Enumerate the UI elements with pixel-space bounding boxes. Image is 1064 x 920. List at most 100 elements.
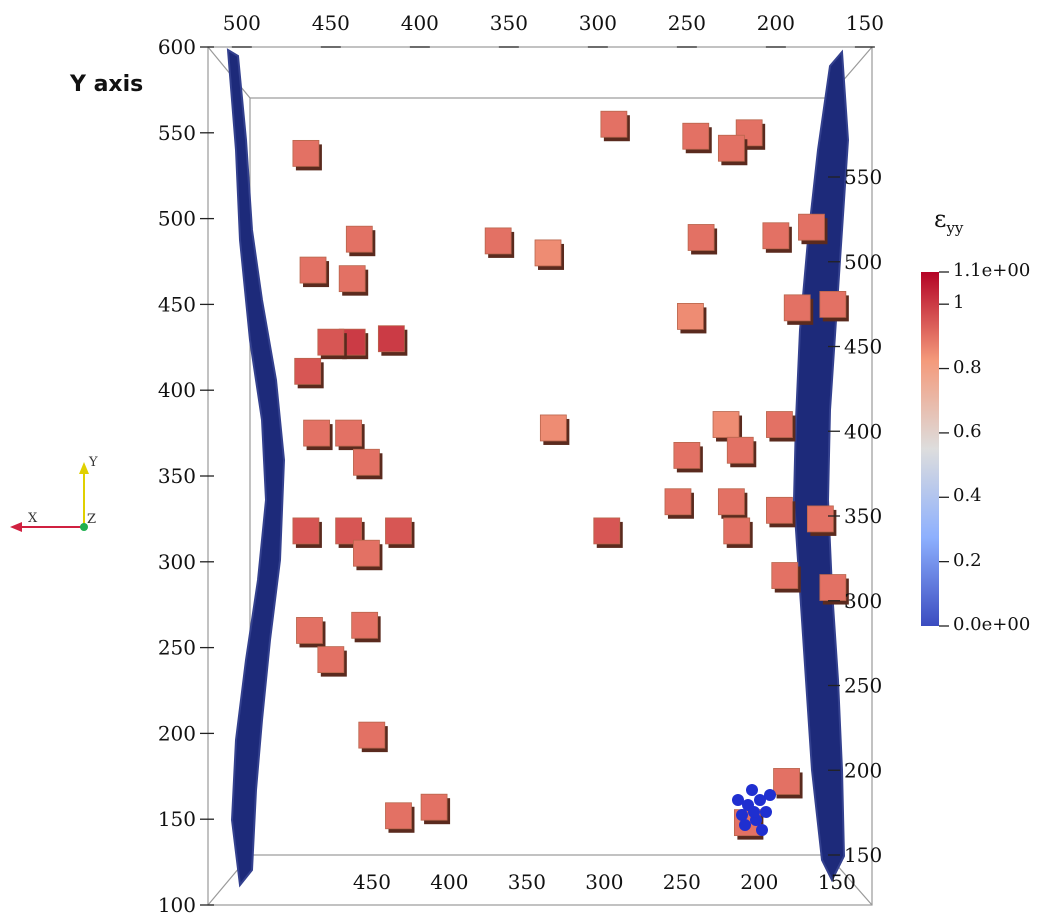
strain-point-low: [760, 806, 772, 818]
orientation-x-arrow: [10, 522, 22, 532]
strain-block: [345, 225, 373, 253]
orientation-z-axis: [80, 523, 88, 531]
y-tick-label-left: 100: [158, 893, 196, 916]
colorbar-tick-label: 1: [953, 292, 965, 314]
strain-point-low: [754, 794, 766, 806]
strain-block: [353, 448, 380, 476]
strain-block: [292, 139, 320, 167]
x-tick-label-bottom: 250: [663, 870, 701, 894]
strain-block: [783, 294, 811, 322]
orientation-x-label: X: [28, 511, 38, 526]
strain-block: [806, 505, 834, 533]
x-tick-label-top: 300: [579, 11, 617, 35]
orientation-y-arrow: [79, 462, 89, 474]
strain-block: [294, 357, 322, 385]
x-tick-label-top: 250: [668, 11, 706, 35]
strain-block: [712, 411, 740, 438]
y-tick-label-left: 450: [158, 292, 196, 316]
strain-block: [771, 562, 799, 589]
y-tick-label-left: 350: [158, 464, 196, 488]
y-axis-label: Y axis: [70, 72, 144, 97]
strain-block: [766, 411, 793, 438]
y-tick-label-right: 550: [844, 165, 882, 189]
plot-frame-outer: [207, 46, 873, 906]
strain-block: [299, 256, 327, 284]
strain-block: [335, 419, 363, 447]
strain-block: [677, 303, 704, 330]
x-tick-label-bottom: 300: [585, 870, 623, 894]
strain-block: [317, 646, 345, 674]
strain-block: [385, 802, 412, 830]
y-tick-label-left: 400: [158, 378, 196, 402]
strain-block: [377, 325, 405, 353]
y-tick-label-right: 200: [844, 758, 882, 782]
strain-block: [819, 290, 847, 318]
y-tick-label-right: 150: [844, 843, 882, 867]
y-tick-label-right: 450: [844, 335, 882, 359]
right-boundary-surface: [792, 49, 850, 883]
x-tick-label-top: 150: [846, 11, 884, 35]
x-tick-label-bottom: 450: [353, 870, 391, 894]
strain-block: [338, 265, 366, 293]
strain-block: [673, 442, 701, 469]
strain-block: [717, 488, 745, 516]
y-tick-label-right: 250: [844, 674, 882, 698]
colorbar-tick-label: 1.1e+00: [953, 260, 1031, 281]
strain-point-low: [736, 809, 748, 821]
orientation-z-label: Z: [87, 512, 96, 527]
strain-block: [593, 517, 621, 545]
strain-block: [420, 793, 448, 821]
strain-point-low: [732, 794, 744, 806]
strain-block: [484, 227, 512, 255]
colorbar-tick-label: 0.6: [953, 420, 982, 442]
strain-block: [292, 517, 320, 545]
strain-point-low: [756, 824, 768, 836]
strain-block: [766, 496, 793, 524]
strain-block: [726, 436, 754, 464]
y-tick-label-left: 200: [158, 721, 196, 745]
strain-block: [664, 488, 692, 516]
y-tick-label-left: 550: [158, 121, 196, 145]
x-tick-label-bottom: 400: [430, 870, 468, 894]
colorbar-tick-label: 0.0e+00: [953, 614, 1031, 635]
y-tick-label-left: 250: [158, 636, 196, 660]
x-tick-label-bottom: 150: [818, 870, 856, 894]
x-tick-label-top: 500: [223, 11, 261, 35]
strain-block: [762, 222, 790, 250]
colorbar-tick-label: 0.8: [953, 356, 982, 378]
strain-block: [819, 574, 847, 601]
strain-point-low: [764, 789, 776, 801]
colorbar-tick-label: 0.2: [953, 549, 982, 571]
y-tick-label-left: 300: [158, 550, 196, 574]
y-tick-label-left: 150: [158, 807, 196, 831]
x-tick-label-top: 350: [490, 11, 528, 35]
strain-block: [798, 213, 825, 241]
strain-point-low: [748, 806, 760, 818]
strain-point-low: [746, 784, 758, 796]
strain-block: [773, 768, 800, 795]
strain-block: [682, 122, 710, 150]
x-tick-label-bottom: 350: [508, 870, 546, 894]
left-boundary-surface: [226, 48, 286, 888]
strain-block: [296, 617, 323, 644]
x-tick-label-top: 450: [312, 11, 350, 35]
strain-block: [723, 517, 751, 545]
y-tick-label-left: 600: [158, 35, 196, 59]
strain-block: [317, 328, 345, 356]
strain-block: [539, 414, 567, 442]
colorbar: [921, 272, 939, 626]
y-tick-label-right: 300: [844, 589, 882, 613]
colorbar-title: εyy: [934, 205, 964, 237]
strain-block: [303, 419, 330, 447]
y-tick-label-left: 500: [158, 207, 196, 231]
strain-block: [353, 539, 380, 567]
x-tick-label-bottom: 200: [740, 870, 778, 894]
strain-block: [717, 134, 745, 162]
strain-block: [687, 224, 715, 251]
y-tick-label-right: 350: [844, 504, 882, 528]
colorbar-tick-label: 0.4: [953, 485, 982, 507]
x-tick-label-top: 200: [757, 11, 795, 35]
plot-frame-inner: [249, 97, 829, 856]
